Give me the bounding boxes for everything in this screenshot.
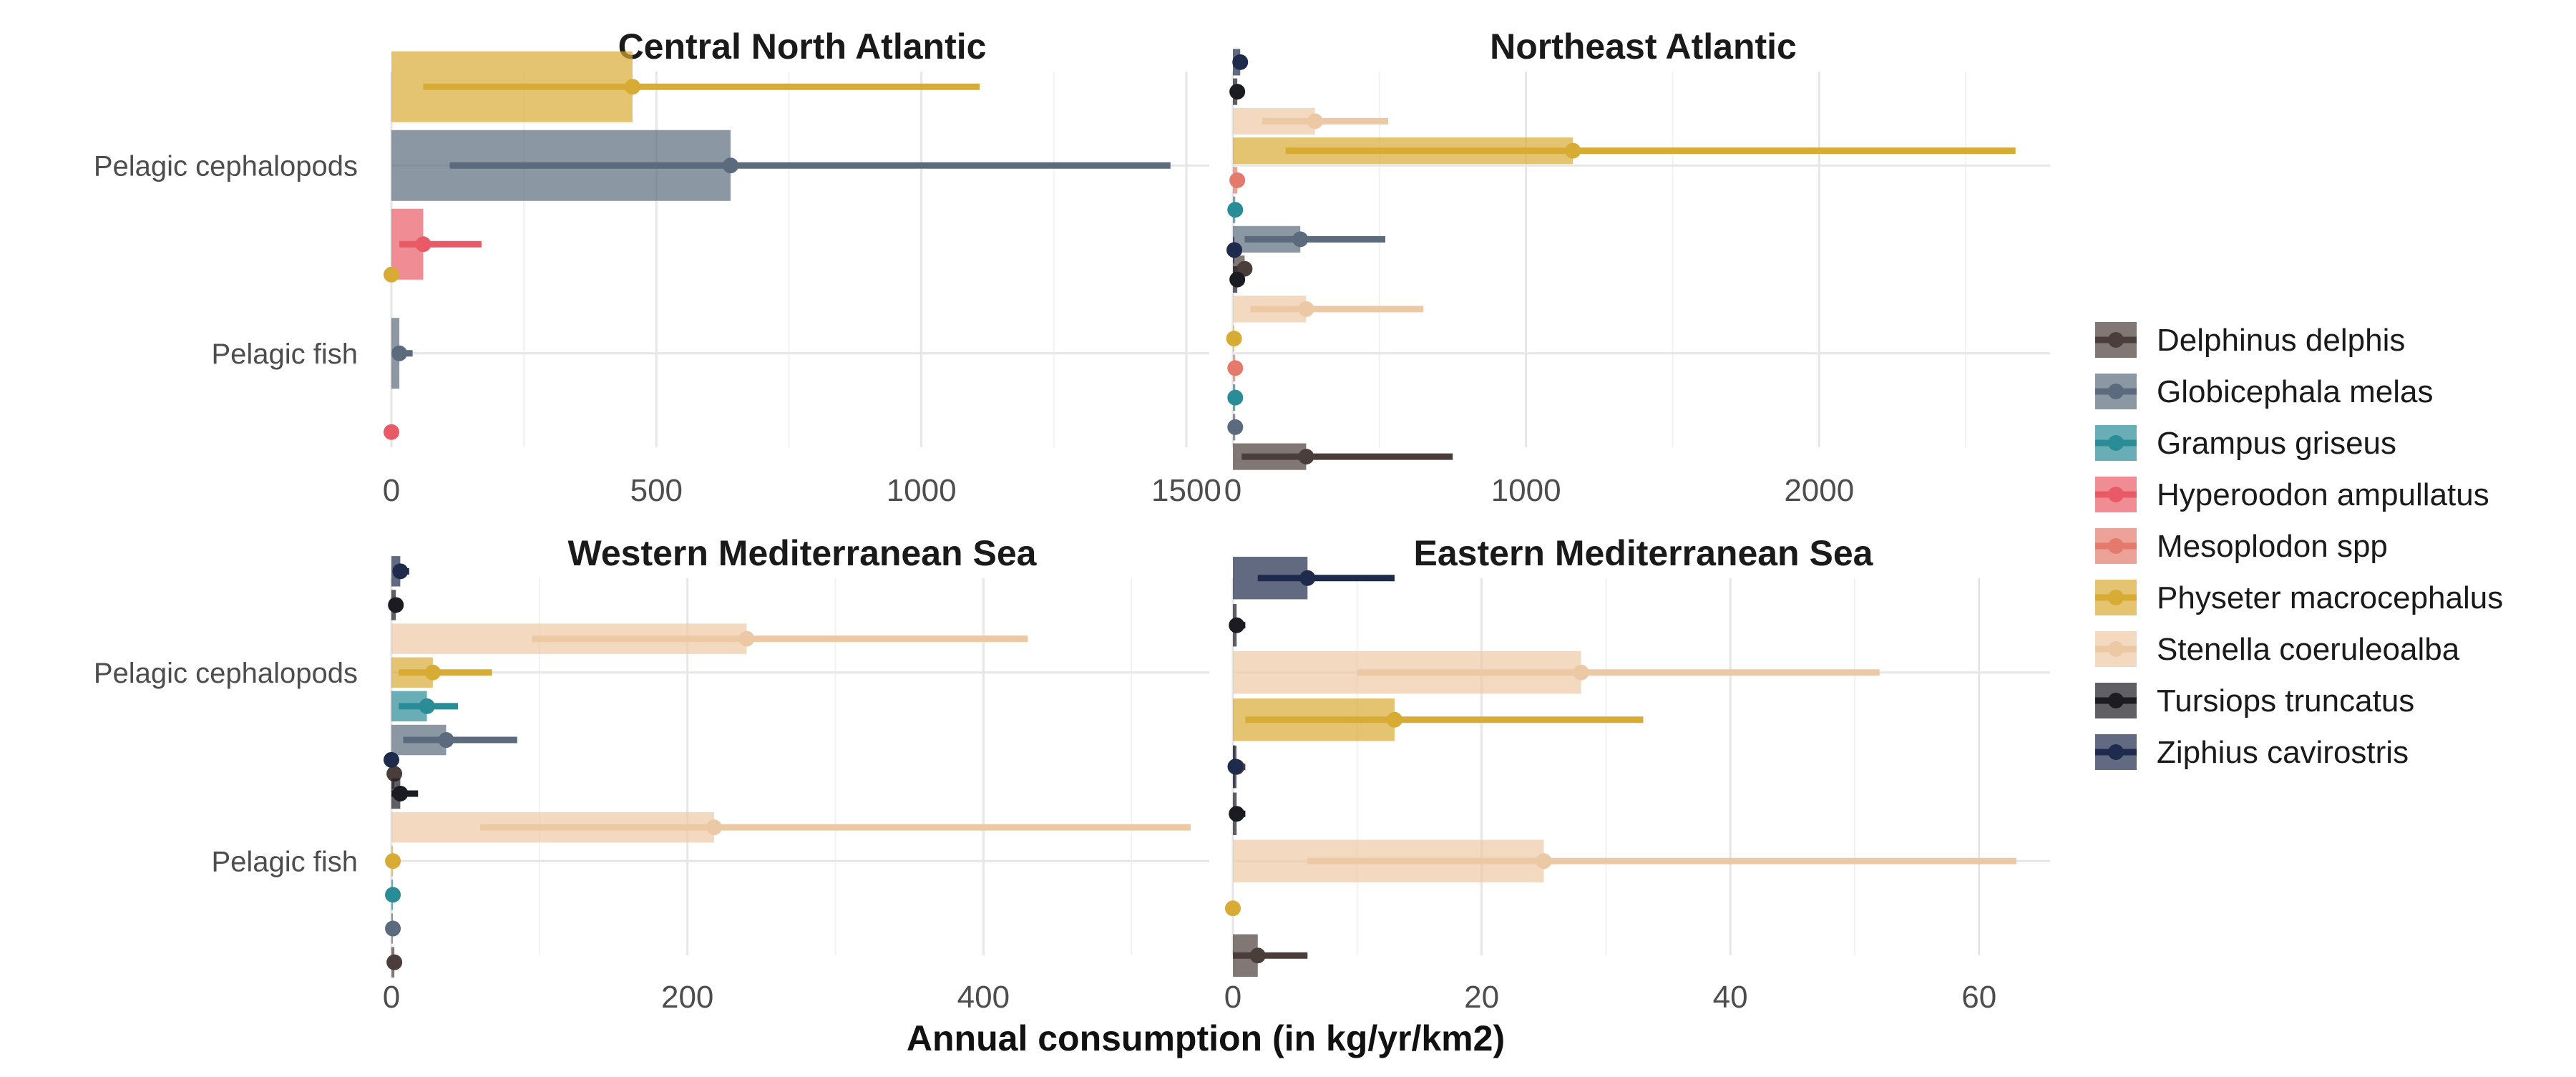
point [1298,301,1314,317]
point [384,424,399,440]
point [1229,172,1246,188]
x-tick-label: 1000 [887,473,957,508]
point [1292,231,1309,248]
legend-label: Globicephala melas [2157,374,2433,409]
x-tick-label: 2000 [1784,473,1854,508]
x-tick-label: 20 [1464,980,1499,1015]
point [1573,664,1589,681]
point [1227,360,1244,376]
x-tick-label: 60 [1961,980,1996,1015]
point [1225,900,1241,917]
point [392,785,409,801]
category-label: Pelagic fish [211,846,358,877]
category-label: Pelagic cephalopods [94,658,358,689]
x-tick-label: 200 [661,980,713,1015]
point [424,664,441,681]
point [1307,113,1323,130]
legend-key-point [2108,332,2124,348]
point [1226,331,1242,347]
point [1227,202,1244,218]
legend-label: Stenella coeruleoalba [2157,632,2460,667]
point [1226,242,1243,258]
point [386,766,403,782]
legend-label: Mesoplodon spp [2157,529,2388,564]
legend-label: Ziphius cavirostris [2157,735,2409,770]
x-tick-label: 1500 [1151,473,1221,508]
point [1229,84,1246,100]
point [1536,853,1552,869]
point [1227,419,1244,435]
x-tick-label: 1000 [1491,473,1561,508]
point [1227,389,1244,406]
point [419,698,435,714]
point [1232,54,1249,70]
point [1227,759,1244,775]
legend-label: Tursiops truncatus [2157,683,2414,718]
x-tick-label: 400 [957,980,1010,1015]
panel-title-western-mediterranean-sea: Western Mediterranean Sea [568,533,1038,573]
panel-title-eastern-mediterranean-sea: Eastern Mediterranean Sea [1414,533,1874,573]
point [1299,570,1316,586]
legend-label: Hyperoodon ampullatus [2157,477,2489,512]
x-tick-label: 500 [630,473,683,508]
legend-label: Physeter macrocephalus [2157,580,2503,615]
legend-key-point [2108,590,2124,605]
legend-key-point [2108,538,2124,554]
x-tick-label: 0 [383,473,400,508]
legend-key-point [2108,384,2124,399]
category-label: Pelagic cephalopods [94,150,358,182]
x-tick-label: 0 [1224,473,1241,508]
point [624,79,640,95]
point [392,563,409,580]
point [1565,142,1581,159]
legend-key-point [2108,487,2124,502]
point [384,266,399,283]
point [706,819,722,836]
point [1298,449,1314,465]
point [1229,271,1246,288]
point [391,345,408,361]
legend-key-point [2108,435,2124,451]
legend-key-point [2108,693,2124,708]
point [388,597,404,613]
point [385,853,401,869]
point [1229,617,1245,633]
point [1229,806,1245,822]
legend-label: Delphinus delphis [2157,323,2405,358]
point [1386,711,1402,728]
point [723,157,739,174]
panel-title-northeast-atlantic: Northeast Atlantic [1490,26,1797,67]
category-label: Pelagic fish [211,338,358,370]
point [385,887,401,903]
point [385,920,401,937]
point [415,236,431,253]
legend-label: Grampus griseus [2157,426,2396,461]
panel-title-central-north-atlantic: Central North Atlantic [618,26,987,67]
x-axis-title: Annual consumption (in kg/yr/km2) [907,1018,1505,1058]
x-tick-label: 0 [383,980,400,1015]
legend-key-point [2108,641,2124,657]
x-tick-label: 40 [1713,980,1748,1015]
point [738,630,755,647]
legend-key-point [2108,744,2124,760]
point [386,954,403,970]
point [438,732,454,749]
point [1249,947,1266,964]
x-tick-label: 0 [1224,980,1241,1015]
point [384,751,399,768]
